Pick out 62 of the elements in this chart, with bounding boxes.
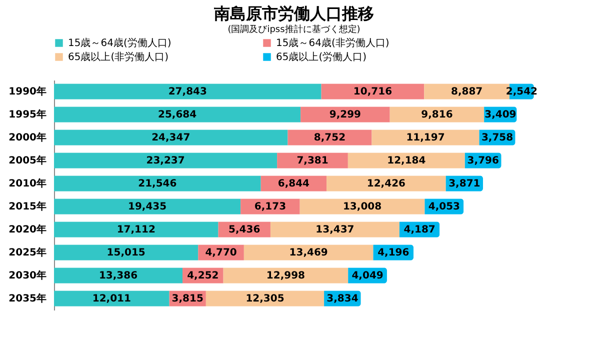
chart-subtitle: (国調及びipss推計に基づく想定) <box>228 24 360 35</box>
data-label: 12,011 <box>92 294 131 304</box>
data-label: 4,053 <box>428 202 460 212</box>
y-tick-label: 1995年 <box>8 108 46 120</box>
data-label: 3,834 <box>326 294 358 304</box>
data-label: 12,426 <box>366 178 406 190</box>
data-label: 8,752 <box>314 132 346 144</box>
data-label: 4,770 <box>205 248 237 258</box>
bar <box>54 198 241 214</box>
data-label: 23,237 <box>146 156 185 166</box>
bar <box>54 106 301 122</box>
data-label: 3,871 <box>448 178 480 190</box>
y-tick-label: 2010年 <box>8 178 46 190</box>
y-tick-label: 2015年 <box>8 200 46 212</box>
data-label: 17,112 <box>116 224 156 236</box>
y-tick-label: 2035年 <box>8 292 46 304</box>
data-label: 12,998 <box>266 270 306 282</box>
data-label: 3,815 <box>172 294 204 304</box>
bar <box>54 130 288 146</box>
data-label: 4,252 <box>187 270 219 282</box>
data-label: 12,184 <box>387 156 426 166</box>
data-label: 19,435 <box>128 202 167 212</box>
data-label: 4,196 <box>378 248 410 258</box>
data-label: 15,015 <box>106 248 146 258</box>
bar <box>54 222 218 238</box>
data-label: 25,684 <box>158 110 197 120</box>
bar <box>54 152 278 168</box>
data-label: 13,386 <box>98 270 138 282</box>
data-label: 13,008 <box>342 202 382 212</box>
data-label: 3,409 <box>484 110 516 120</box>
data-label: 10,716 <box>353 86 392 98</box>
data-label: 12,305 <box>246 294 284 304</box>
legend-label: 15歳～64歳(労働人口) <box>68 37 172 49</box>
legend-label: 65歳以上(労働人口) <box>276 51 367 63</box>
data-label: 24,347 <box>152 132 190 144</box>
data-label: 27,843 <box>168 86 207 98</box>
bar <box>54 176 261 192</box>
data-label: 11,197 <box>406 132 445 144</box>
chart-title: 南島原市労働人口推移 <box>213 4 374 23</box>
y-tick-label: 2020年 <box>8 224 46 236</box>
data-label: 3,758 <box>481 132 514 144</box>
data-label: 5,436 <box>228 224 260 236</box>
legend-label: 15歳～64歳(非労働人口) <box>276 37 390 49</box>
data-label: 21,546 <box>138 178 177 190</box>
y-tick-label: 2025年 <box>8 246 46 258</box>
data-label: 3,796 <box>467 156 499 166</box>
data-label: 6,844 <box>278 178 310 190</box>
y-tick-label: 2030年 <box>8 270 46 282</box>
data-label: 4,049 <box>352 270 384 282</box>
y-tick-label: 2000年 <box>8 132 46 144</box>
bar <box>54 84 322 100</box>
data-label: 6,173 <box>254 202 286 212</box>
data-label: 8,887 <box>451 86 483 98</box>
legend-label: 65歳以上(非労働人口) <box>68 51 169 63</box>
data-label: 13,437 <box>316 224 354 236</box>
data-label: 4,187 <box>404 224 436 236</box>
data-label: 9,816 <box>421 110 453 120</box>
y-tick-label: 1990年 <box>8 86 46 98</box>
data-label: 13,469 <box>289 248 328 258</box>
data-label: 7,381 <box>296 156 328 166</box>
data-label: 9,299 <box>329 110 362 120</box>
y-tick-label: 2005年 <box>8 154 46 166</box>
